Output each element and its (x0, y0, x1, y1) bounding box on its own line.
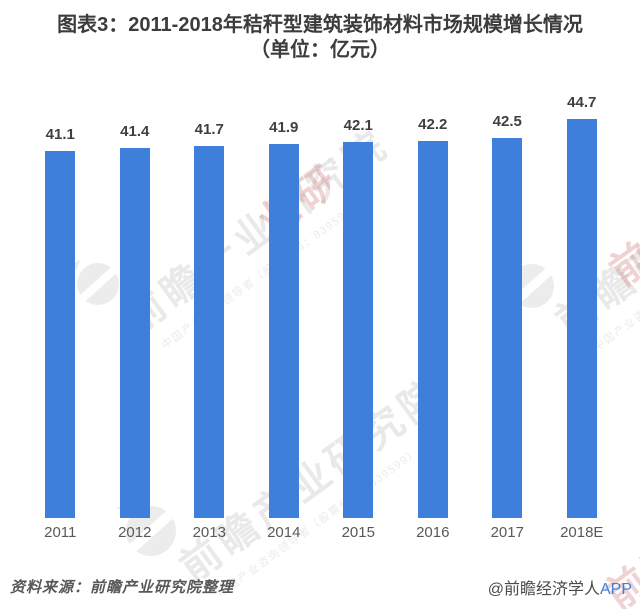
chart-title-line2: （单位：亿元） (250, 39, 390, 61)
bar-group-2011: 41.1 (23, 90, 98, 518)
x-axis-label-2016: 2016 (416, 524, 450, 541)
bar-value-label: 41.1 (45, 126, 75, 143)
bar-value-label: 42.5 (492, 113, 522, 130)
source-note: 资料来源：前瞻产业研究院整理 (10, 579, 235, 596)
bar-group-2015: 42.1 (321, 90, 396, 518)
chart-title: 图表3：2011-2018年秸秆型建筑装饰材料市场规模增长情况 （单位：亿元） (0, 13, 640, 63)
bar-group-2013: 41.7 (172, 90, 247, 518)
bar-chart-plot-area: 41.1 41.4 41.7 41.9 42.1 42.2 42.5 44.7 (23, 90, 619, 518)
x-axis-label-2015: 2015 (341, 524, 375, 541)
bar-group-2012: 41.4 (98, 90, 173, 518)
chart-title-line1: 图表3：2011-2018年秸秆型建筑装饰材料市场规模增长情况 (57, 14, 583, 36)
credit-app-text: APP (599, 581, 632, 598)
bar-value-label: 41.9 (269, 119, 299, 136)
credit-text: @前瞻经济学人 (487, 581, 600, 598)
bar-value-label: 44.7 (567, 94, 597, 111)
bar-2014 (268, 144, 299, 518)
x-axis-label-2013: 2013 (192, 524, 226, 541)
bar-group-2018E: 44.7 (545, 90, 620, 518)
bar-value-label: 42.2 (418, 116, 448, 133)
bar-2015 (343, 142, 374, 518)
bar-group-2016: 42.2 (396, 90, 471, 518)
x-axis-label-2018E: 2018E (560, 524, 604, 541)
x-axis-label-2011: 2011 (44, 524, 77, 541)
bar-2017 (492, 138, 523, 518)
bar-value-label: 41.7 (194, 121, 224, 138)
bar-group-2014: 41.9 (247, 90, 322, 518)
bar-2013 (194, 146, 225, 518)
x-axis: 2011 2012 2013 2014 2015 2016 2017 2018E (23, 524, 619, 541)
x-axis-label-2014: 2014 (267, 524, 301, 541)
bar-2012 (119, 148, 150, 518)
credit-note: @前瞻经济学人APP (488, 575, 632, 599)
x-axis-label-2017: 2017 (490, 524, 524, 541)
bar-2011 (45, 151, 76, 518)
x-axis-label-2012: 2012 (118, 524, 152, 541)
bar-value-label: 41.4 (120, 123, 150, 140)
bar-2016 (417, 141, 448, 518)
bar-2018E (566, 119, 597, 518)
bar-value-label: 42.1 (343, 117, 373, 134)
bar-group-2017: 42.5 (470, 90, 545, 518)
